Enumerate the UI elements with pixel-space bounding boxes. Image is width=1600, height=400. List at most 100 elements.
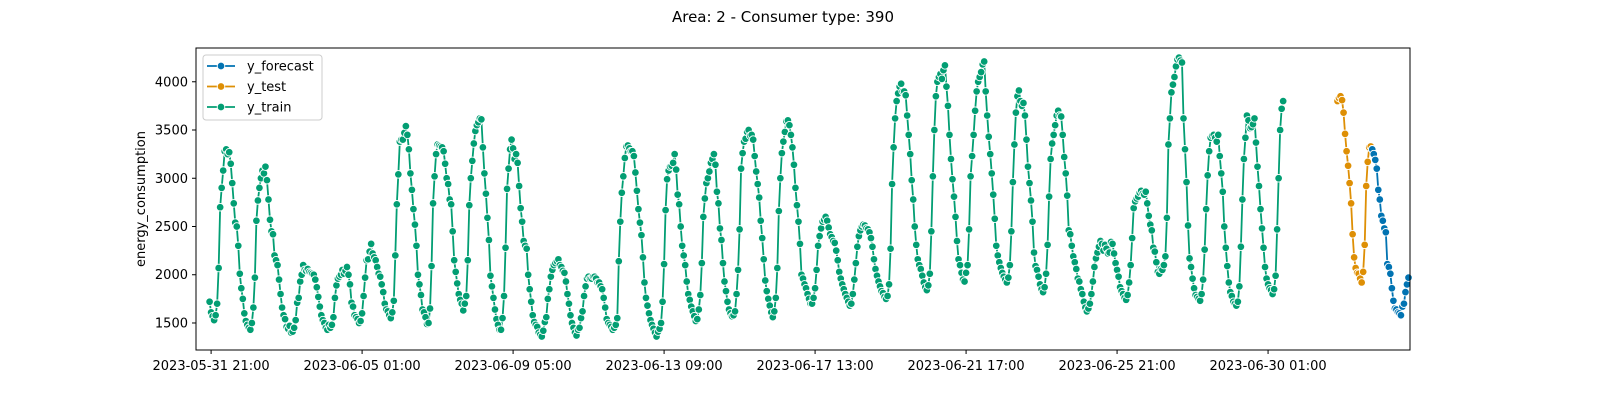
data-point — [776, 174, 785, 183]
data-point — [366, 239, 376, 249]
series-y-test — [1333, 91, 1377, 287]
data-point — [1399, 299, 1409, 308]
data-point — [907, 175, 916, 185]
data-point — [735, 225, 744, 234]
data-point — [496, 325, 506, 334]
data-point — [1371, 155, 1380, 165]
data-point — [892, 96, 901, 106]
data-point — [764, 294, 773, 304]
data-point — [901, 91, 910, 100]
plot-frame — [195, 47, 1411, 351]
data-point — [240, 309, 249, 318]
data-point — [638, 253, 648, 262]
data-point — [1067, 241, 1077, 251]
data-point — [424, 318, 433, 328]
data-point — [851, 258, 861, 268]
data-point — [697, 258, 707, 268]
data-point — [406, 169, 415, 178]
x-axis: 2023-05-31 21:00 2023-06-05 01:00 2023-06-… — [153, 350, 1327, 374]
data-point — [345, 280, 355, 289]
x-tick-label: 2023-06-21 17:00 — [907, 359, 1024, 374]
data-point — [1144, 211, 1154, 221]
data-point — [238, 294, 248, 304]
data-point — [635, 218, 645, 227]
x-tick-label: 2023-05-31 21:00 — [153, 359, 270, 374]
data-point — [1085, 299, 1095, 308]
data-point — [330, 293, 340, 303]
data-point — [955, 260, 965, 270]
data-point — [964, 225, 974, 234]
legend-label: y_test — [247, 80, 286, 95]
data-point — [979, 57, 989, 66]
data-point — [416, 290, 426, 300]
data-point — [794, 217, 803, 226]
data-point — [970, 106, 980, 115]
data-point — [1278, 96, 1288, 106]
data-point — [890, 114, 900, 123]
data-point — [1072, 264, 1081, 274]
data-point — [486, 271, 495, 280]
data-point — [511, 149, 521, 159]
data-point — [1029, 248, 1039, 257]
data-point — [1040, 283, 1049, 292]
data-point — [1224, 278, 1234, 287]
data-point — [738, 148, 747, 158]
data-point — [253, 196, 263, 205]
data-point — [1161, 252, 1170, 261]
data-point — [961, 268, 971, 278]
data-point — [394, 170, 403, 179]
data-point — [1111, 258, 1120, 268]
data-point — [963, 260, 972, 270]
data-point — [1162, 213, 1172, 223]
data-point — [736, 164, 746, 173]
data-point — [786, 130, 796, 140]
data-point — [1223, 261, 1232, 271]
y-tick-label: 4000 — [155, 75, 188, 90]
data-point — [714, 199, 723, 208]
data-point — [940, 61, 950, 70]
data-point — [795, 239, 805, 249]
data-point — [356, 316, 365, 326]
series-y-train — [205, 53, 1288, 341]
data-point — [1375, 195, 1385, 204]
data-point — [342, 262, 352, 272]
data-point — [1164, 140, 1173, 149]
data-point — [774, 206, 784, 216]
data-point — [614, 256, 624, 266]
data-point — [359, 291, 368, 301]
data-point — [756, 216, 765, 225]
data-point — [700, 194, 710, 203]
data-point — [448, 227, 457, 236]
data-point — [597, 284, 607, 294]
data-point — [517, 217, 527, 226]
data-point — [344, 270, 353, 279]
data-point — [483, 213, 492, 223]
data-point — [810, 284, 820, 293]
data-point — [928, 172, 938, 181]
data-point — [887, 179, 897, 189]
data-point — [360, 273, 370, 282]
data-point — [234, 241, 243, 251]
data-point — [1343, 161, 1353, 170]
data-point — [674, 200, 684, 209]
data-point — [484, 235, 494, 245]
data-point — [949, 192, 959, 201]
data-point — [1147, 226, 1157, 235]
data-point — [277, 303, 287, 312]
data-point — [989, 190, 998, 199]
data-point — [967, 151, 977, 161]
data-point — [1339, 108, 1348, 117]
data-point — [1041, 269, 1051, 279]
data-point — [1078, 289, 1087, 299]
data-point — [637, 230, 646, 240]
data-point — [312, 283, 322, 292]
data-point — [1349, 253, 1359, 262]
data-point — [1050, 120, 1060, 130]
data-point — [1275, 125, 1285, 135]
data-point — [1061, 169, 1070, 178]
data-point — [451, 267, 460, 277]
data-point — [1011, 108, 1021, 117]
data-point — [1056, 112, 1066, 121]
data-point — [659, 259, 669, 269]
data-point — [1269, 284, 1279, 294]
